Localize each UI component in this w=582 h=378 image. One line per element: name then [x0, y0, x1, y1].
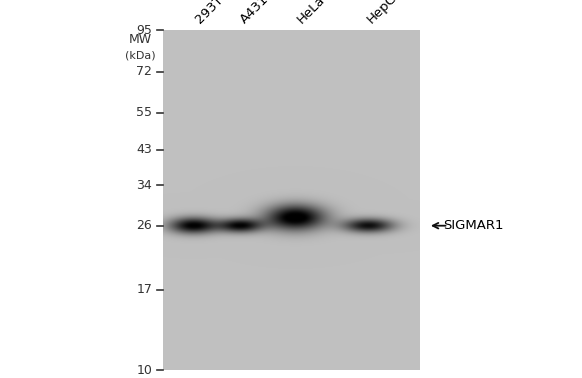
Text: HeLa: HeLa — [295, 0, 328, 26]
Text: 26: 26 — [136, 219, 152, 232]
Text: MW: MW — [129, 33, 151, 46]
Text: 43: 43 — [136, 143, 152, 156]
Text: 293T: 293T — [193, 0, 226, 26]
Text: A431: A431 — [238, 0, 272, 26]
Text: HepG2: HepG2 — [365, 0, 406, 26]
Text: (kDa): (kDa) — [125, 50, 155, 60]
Text: 72: 72 — [136, 65, 152, 78]
Text: SIGMAR1: SIGMAR1 — [443, 219, 503, 232]
Text: 17: 17 — [136, 284, 152, 296]
Text: 55: 55 — [136, 106, 152, 119]
Text: 10: 10 — [136, 364, 152, 376]
Text: 34: 34 — [136, 179, 152, 192]
Text: 95: 95 — [136, 23, 152, 37]
